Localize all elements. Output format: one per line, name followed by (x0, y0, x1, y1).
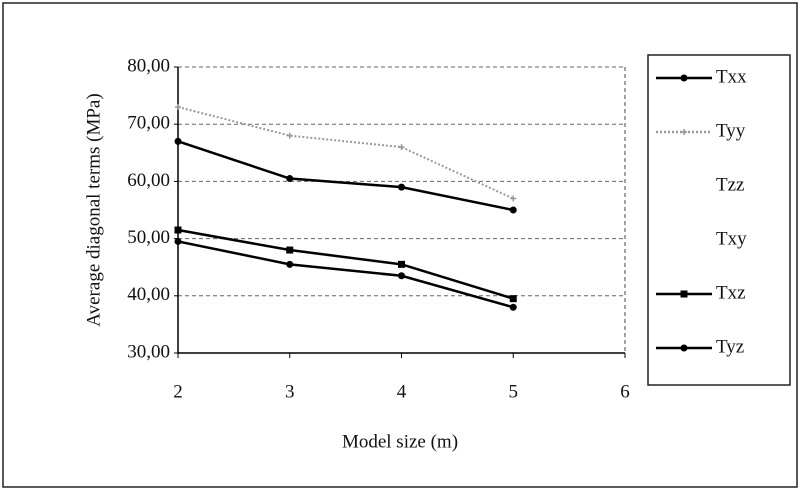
legend-label: Tyy (716, 120, 746, 141)
y-tick-label: 40,00 (127, 284, 170, 305)
marker (509, 295, 517, 303)
x-tick-label: 4 (397, 381, 407, 402)
x-tick-label: 3 (285, 381, 295, 402)
legend-label: Txy (716, 228, 747, 249)
marker (174, 137, 182, 145)
y-tick-label: 60,00 (127, 170, 170, 191)
marker (509, 303, 517, 311)
series-line (177, 240, 514, 309)
legend-label: Txx (716, 66, 747, 87)
y-axis-title: Average diagonal terms (MPa) (83, 93, 104, 326)
marker (286, 132, 293, 139)
marker (398, 260, 405, 268)
marker (680, 290, 688, 298)
marker (680, 344, 688, 352)
x-tick-label: 5 (509, 381, 519, 402)
marker (286, 246, 294, 254)
y-tick-label: 30,00 (127, 341, 170, 362)
marker (286, 260, 294, 268)
marker (174, 237, 182, 245)
y-tick-label: 70,00 (127, 113, 170, 134)
marker (681, 129, 687, 135)
x-tick-label: 6 (620, 381, 630, 402)
legend-label: Txz (716, 282, 746, 303)
series-line (177, 140, 514, 212)
marker (680, 74, 688, 82)
y-tick-label: 50,00 (127, 227, 170, 248)
marker (398, 183, 405, 191)
x-axis-title: Model size (m) (342, 431, 458, 452)
series-line (177, 106, 514, 200)
series-line (177, 228, 514, 300)
marker (398, 144, 405, 151)
marker (510, 195, 517, 202)
x-tick-label: 2 (173, 381, 183, 402)
legend-label: Tyz (716, 336, 744, 357)
marker (398, 272, 405, 280)
marker (286, 175, 294, 183)
y-tick-label: 80,00 (127, 55, 170, 76)
marker (509, 206, 517, 214)
marker (174, 226, 182, 234)
legend-label: Tzz (716, 174, 744, 195)
legend-box (647, 54, 791, 386)
marker (175, 104, 181, 111)
